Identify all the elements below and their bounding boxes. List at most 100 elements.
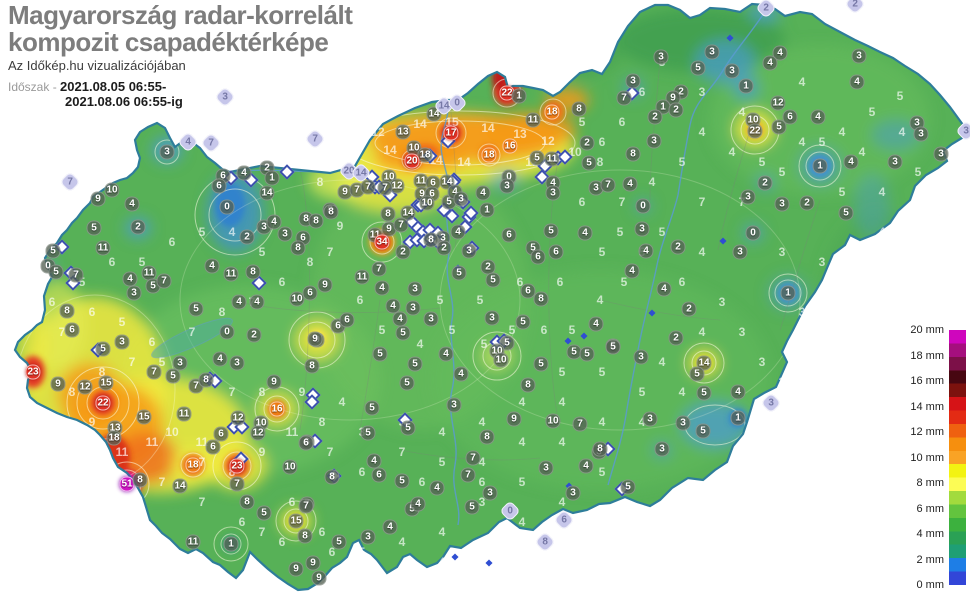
legend-tick-label: 14 mm — [910, 400, 944, 413]
contour-value-label: 4 — [728, 145, 736, 159]
station-value-badge: 4 — [366, 453, 382, 469]
contour-value-label: 6 — [318, 525, 326, 539]
contour-value-label: 8 — [258, 385, 266, 399]
station-value-badge: 4 — [124, 196, 140, 212]
station-value-badge: 11 — [141, 265, 157, 281]
station-value-badge: 23 — [25, 364, 41, 380]
station-value-badge: 6 — [298, 435, 314, 451]
station-value-badge: 3 — [405, 300, 421, 316]
contour-value-label: 4 — [558, 495, 566, 509]
contour-value-label: 9 — [258, 445, 266, 459]
station-value-badge: 3 — [675, 415, 691, 431]
contour-value-label: 8 — [318, 415, 326, 429]
contour-value-label: 9 — [88, 415, 96, 429]
station-value-badge: 5 — [364, 400, 380, 416]
station-value-badge: 12 — [250, 425, 266, 441]
contour-value-label: 5 — [914, 165, 922, 179]
contour-value-label: 4 — [738, 105, 746, 119]
contour-value-label: 3 — [778, 375, 786, 389]
station-value-badge: 5 — [400, 420, 416, 436]
station-value-badge: 2 — [130, 219, 146, 235]
contour-value-label: 4 — [658, 355, 666, 369]
contour-value-label: 4 — [478, 455, 486, 469]
station-value-badge: 8 — [533, 291, 549, 307]
station-value-badge: 3 — [625, 73, 641, 89]
station-value-badge: 4 — [410, 496, 426, 512]
station-value-badge: 4 — [577, 225, 593, 241]
station-value-badge: 3 — [126, 285, 142, 301]
contour-value-label: 6 — [288, 495, 296, 509]
station-value-badge: 11 — [176, 406, 192, 422]
station-value-badge: 11 — [223, 266, 239, 282]
station-value-badge: 3 — [172, 355, 188, 371]
contour-value-label: 7 — [188, 325, 196, 339]
station-value-badge: 2 — [681, 301, 697, 317]
legend-tick-label: 12 mm — [910, 426, 944, 438]
station-value-badge: 6 — [339, 312, 355, 328]
station-value-badge: 4 — [392, 311, 408, 327]
contour-value-label: 6 — [358, 465, 366, 479]
station-value-badge: 6 — [530, 249, 546, 265]
station-value-badge: 16 — [269, 401, 285, 417]
station-value-badge: 3 — [423, 311, 439, 327]
station-value-badge: 14 — [400, 205, 416, 221]
station-value-badge: 5 — [48, 264, 64, 280]
contour-value-label: 4 — [858, 255, 866, 269]
contour-value-label: 4 — [798, 75, 806, 89]
station-value-badge: 4 — [475, 185, 491, 201]
station-value-badge: 11 — [413, 173, 429, 189]
station-value-badge: 12 — [230, 410, 246, 426]
station-value-badge: 5 — [579, 346, 595, 362]
contour-value-label: 4 — [648, 175, 656, 189]
station-value-badge: 3 — [933, 146, 949, 162]
station-value-badge: 9 — [50, 376, 66, 392]
station-value-badge: 1 — [780, 285, 796, 301]
station-value-badge: 4 — [204, 258, 220, 274]
station-value-badge: 20 — [404, 153, 420, 169]
contour-value-label: 11 — [345, 126, 359, 140]
station-value-badge: 3 — [360, 529, 376, 545]
station-value-badge: 13 — [395, 124, 411, 140]
station-value-badge: 12 — [77, 379, 93, 395]
contour-value-label: 6 — [108, 255, 116, 269]
station-value-badge: 8 — [132, 472, 148, 488]
station-value-badge: 3 — [913, 126, 929, 142]
station-value-badge: 5 — [95, 341, 111, 357]
contour-value-label: 8 — [316, 175, 324, 189]
station-value-badge: 3 — [484, 310, 500, 326]
contour-value-label: 7 — [618, 195, 626, 209]
station-value-badge: 22 — [95, 395, 111, 411]
contour-value-label: 5 — [118, 315, 126, 329]
station-value-badge: 5 — [399, 375, 415, 391]
station-value-badge: 4 — [249, 294, 265, 310]
station-value-badge: 2 — [436, 240, 452, 256]
station-value-badge: 5 — [451, 265, 467, 281]
station-value-badge: 4 — [453, 366, 469, 382]
station-value-badge: 5 — [529, 150, 545, 166]
station-value-badge: 4 — [429, 480, 445, 496]
contour-value-label: 13 — [513, 127, 527, 141]
station-value-badge: 3 — [229, 355, 245, 371]
contour-value-label: 4 — [698, 125, 706, 139]
contour-value-label: 5 — [896, 89, 904, 103]
station-value-badge: 9 — [288, 561, 304, 577]
station-value-badge: 8 — [59, 303, 75, 319]
station-value-badge: 10 — [419, 195, 435, 211]
station-value-badge: 8 — [239, 494, 255, 510]
station-value-badge: 4 — [385, 298, 401, 314]
station-value-badge: 7 — [156, 273, 172, 289]
station-value-badge: 4 — [236, 165, 252, 181]
contour-value-label: 4 — [878, 225, 886, 239]
contour-value-label: 10 — [165, 425, 179, 439]
station-value-badge: 14 — [172, 478, 188, 494]
station-value-badge: 8 — [423, 232, 439, 248]
contour-value-label: 5 — [480, 337, 488, 351]
station-value-badge: 5 — [394, 473, 410, 489]
station-value-badge: 3 — [654, 441, 670, 457]
contour-value-label: 3 — [798, 305, 806, 319]
contour-value-label: 4 — [438, 555, 446, 569]
station-value-badge: 7 — [377, 180, 393, 196]
contour-value-label: 12 — [371, 125, 385, 139]
contour-value-label: 5 — [568, 323, 576, 337]
